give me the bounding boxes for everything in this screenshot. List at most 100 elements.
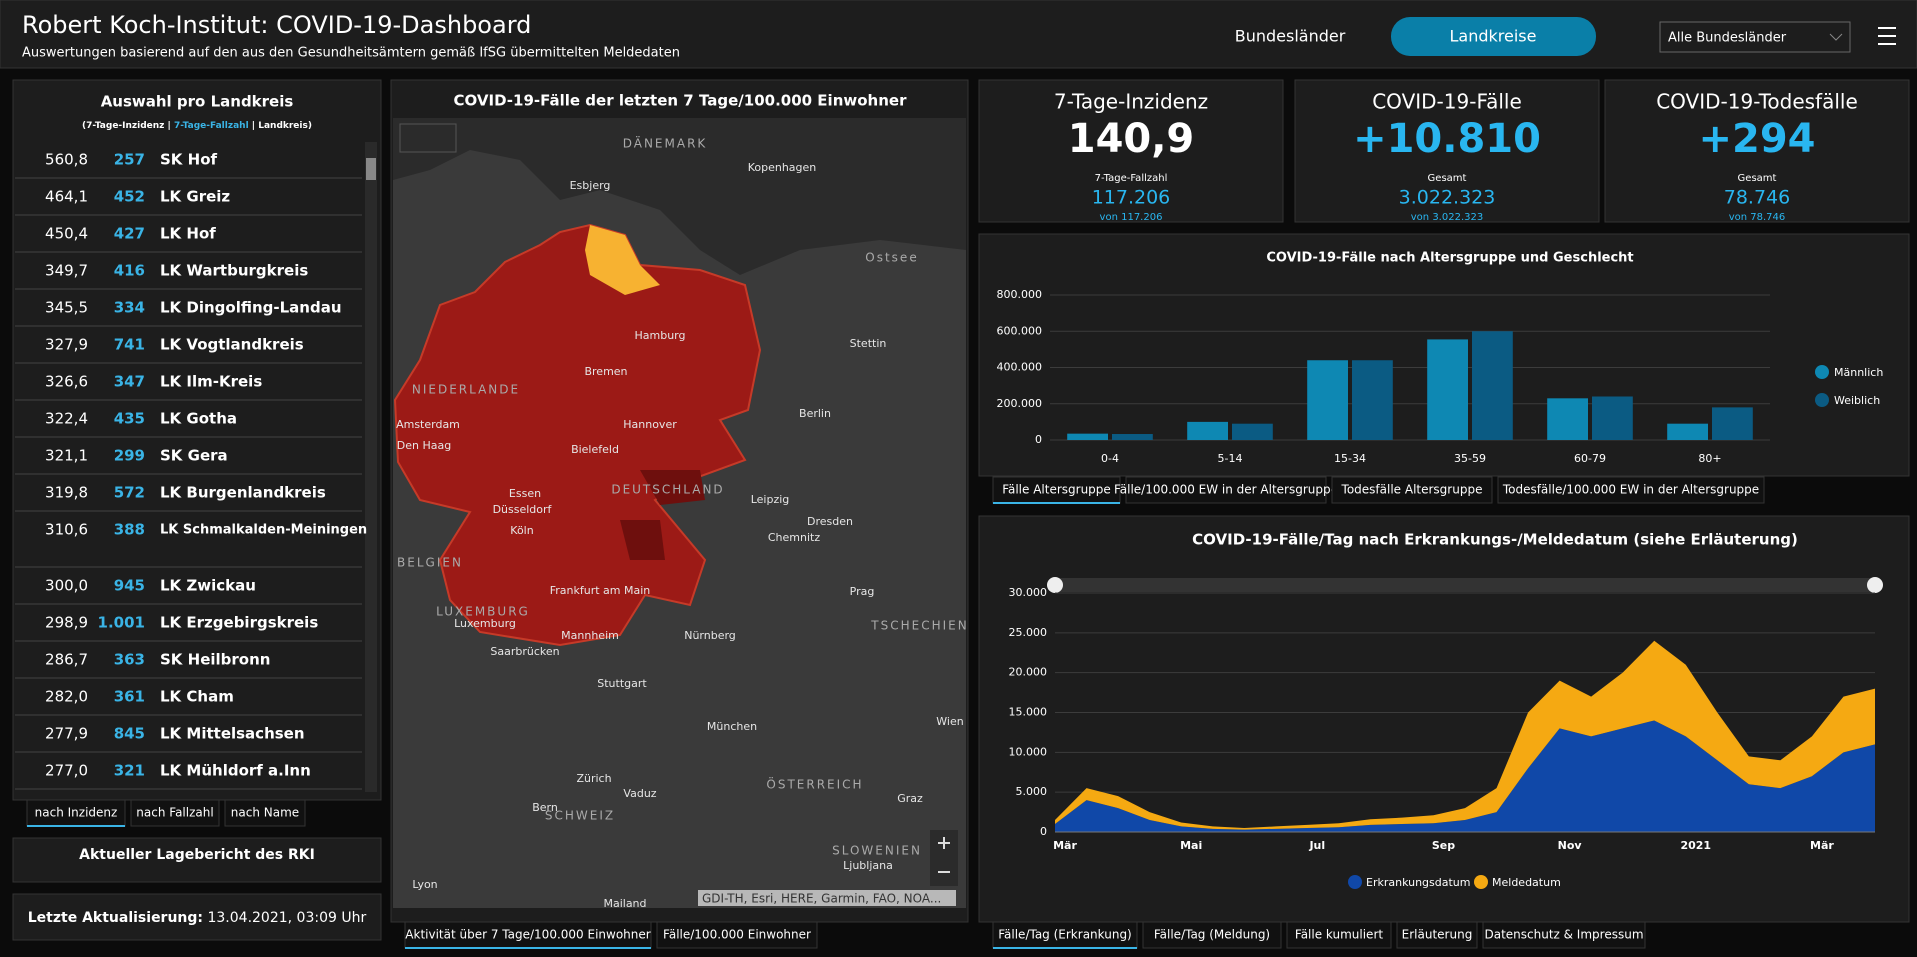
map-region-low[interactable] xyxy=(585,225,660,295)
map-label: Kopenhagen xyxy=(748,161,817,174)
tab-label[interactable]: Fälle/100.000 EW in der Altersgruppe xyxy=(1114,483,1338,497)
district-name[interactable]: LK Vogtlandkreis xyxy=(160,336,304,354)
tab-label[interactable]: Aktivität über 7 Tage/100.000 Einwohner xyxy=(405,928,650,942)
tab[interactable] xyxy=(224,799,306,827)
district-name[interactable]: LK Schmalkalden-Meiningen xyxy=(160,523,367,538)
report-link[interactable]: Aktueller Lagebericht des RKI xyxy=(79,847,315,863)
range-slider[interactable] xyxy=(1055,578,1875,592)
tab[interactable] xyxy=(1331,476,1493,504)
case-count: 435 xyxy=(114,410,145,428)
sidebar-title: Auswahl pro Landkreis xyxy=(101,93,294,111)
map-title: COVID-19-Fälle der letzten 7 Tage/100.00… xyxy=(454,92,908,110)
map-label: Bremen xyxy=(584,365,627,378)
dropdown[interactable] xyxy=(1659,21,1851,53)
dropdown-label[interactable]: Alle Bundesländer xyxy=(1668,31,1787,46)
map-region-high[interactable] xyxy=(620,470,705,560)
map-label: Berlin xyxy=(799,407,831,420)
map-label: LUXEMBURG xyxy=(436,605,530,619)
tab-label[interactable]: Fälle kumuliert xyxy=(1295,928,1383,942)
tab[interactable] xyxy=(404,921,652,949)
map-label: Esbjerg xyxy=(570,179,611,192)
x-tick-label: 60-79 xyxy=(1574,452,1606,465)
district-name[interactable]: LK Zwickau xyxy=(160,577,256,595)
incidence: 321,1 xyxy=(45,447,88,465)
tab[interactable] xyxy=(1497,476,1765,504)
tab[interactable] xyxy=(130,799,220,827)
map-label: TSCHECHIEN xyxy=(870,619,968,633)
district-name[interactable]: LK Erzgebirgskreis xyxy=(160,614,318,632)
x-tick-label: Jul xyxy=(1308,839,1325,852)
tab-label[interactable]: nach Name xyxy=(231,806,299,820)
bar xyxy=(1232,423,1273,440)
scrollbar[interactable] xyxy=(365,142,377,792)
district-name[interactable]: LK Burgenlandkreis xyxy=(160,484,326,502)
incidence: 345,5 xyxy=(45,299,88,317)
incidence: 326,6 xyxy=(45,373,88,391)
district-name[interactable]: SK Heilbronn xyxy=(160,651,270,669)
tab-label[interactable]: Fälle Altersgruppe xyxy=(1002,483,1111,497)
map-label: Bielefeld xyxy=(571,443,619,456)
tab[interactable] xyxy=(1142,921,1282,949)
map-toolbar[interactable] xyxy=(830,124,960,154)
district-name[interactable]: LK Mühldorf a.Inn xyxy=(160,762,311,780)
tab[interactable] xyxy=(1396,921,1478,949)
tab-label[interactable]: Fälle/Tag (Meldung) xyxy=(1154,928,1270,942)
case-count: 845 xyxy=(114,725,145,743)
map-label: DEUTSCHLAND xyxy=(611,483,724,497)
tab[interactable] xyxy=(1482,921,1646,949)
map-region[interactable] xyxy=(393,223,762,647)
case-count: 299 xyxy=(114,447,145,465)
district-name[interactable]: LK Greiz xyxy=(160,188,230,206)
tab[interactable] xyxy=(656,921,818,949)
map-label: DÄNEMARK xyxy=(623,136,708,151)
scrollbar-thumb[interactable] xyxy=(366,158,376,180)
tab-label[interactable]: Erläuterung xyxy=(1402,928,1473,942)
tab-label[interactable]: Fälle/100.000 Einwohner xyxy=(663,928,811,942)
y-tick-label: 800.000 xyxy=(997,288,1043,301)
tab-label[interactable]: Fälle/Tag (Erkrankung) xyxy=(998,928,1132,942)
kpi-label: COVID-19-Todesfälle xyxy=(1656,90,1858,114)
tab-label[interactable]: nach Inzidenz xyxy=(35,806,118,820)
map-tool[interactable] xyxy=(399,123,457,153)
tab-label[interactable]: nach Fallzahl xyxy=(136,806,213,820)
tab-label[interactable]: Todesfälle Altersgruppe xyxy=(1341,483,1483,497)
district-name[interactable]: LK Ilm-Kreis xyxy=(160,373,262,391)
y-tick-label: 10.000 xyxy=(1009,745,1048,758)
tab[interactable] xyxy=(1286,921,1392,949)
map-label: Dresden xyxy=(807,515,853,528)
district-name[interactable]: LK Cham xyxy=(160,688,234,706)
incidence: 349,7 xyxy=(45,262,88,280)
nav-button[interactable]: Landkreise xyxy=(1450,27,1537,46)
incidence: 298,9 xyxy=(45,614,88,632)
nav-button[interactable]: Bundesländer xyxy=(1235,27,1346,46)
tab-label[interactable]: Todesfälle/100.000 EW in der Altersgrupp… xyxy=(1502,483,1759,497)
slider-handle[interactable] xyxy=(1047,577,1063,593)
district-name[interactable]: LK Hof xyxy=(160,225,216,243)
district-name[interactable]: SK Hof xyxy=(160,151,218,169)
case-count: 321 xyxy=(114,762,145,780)
kpi-box xyxy=(978,79,1284,223)
legend-swatch xyxy=(1815,393,1829,407)
map-label: Stuttgart xyxy=(597,677,647,690)
area xyxy=(1055,720,1875,832)
tab[interactable] xyxy=(1125,476,1327,504)
report-box[interactable] xyxy=(12,837,382,883)
nav-active-bg[interactable] xyxy=(1391,17,1596,56)
tab[interactable] xyxy=(992,921,1138,949)
map-label: SCHWEIZ xyxy=(545,809,615,823)
menu-icon[interactable] xyxy=(1878,27,1896,45)
district-name[interactable]: LK Gotha xyxy=(160,410,237,428)
incidence: 464,1 xyxy=(45,188,88,206)
tab[interactable] xyxy=(992,476,1121,504)
zoom-icons[interactable] xyxy=(938,837,950,873)
district-name[interactable]: LK Wartburgkreis xyxy=(160,262,308,280)
tab[interactable] xyxy=(26,799,126,827)
slider-handle[interactable] xyxy=(1867,577,1883,593)
district-name[interactable]: SK Gera xyxy=(160,447,228,465)
x-tick-label: 2021 xyxy=(1680,839,1711,852)
map-label: Prag xyxy=(850,585,875,598)
district-name[interactable]: LK Dingolfing-Landau xyxy=(160,299,342,317)
tab-label[interactable]: Datenschutz & Impressum xyxy=(1484,928,1643,942)
case-count: 361 xyxy=(114,688,145,706)
district-name[interactable]: LK Mittelsachsen xyxy=(160,725,305,743)
